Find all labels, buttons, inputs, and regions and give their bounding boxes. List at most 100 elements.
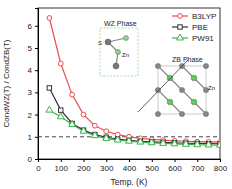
cell-outline	[100, 28, 138, 76]
plot: 0 100 200 300 400 500 600 700 800 0 1 2 3 4 5 6 WZ Phase…	[28, 8, 228, 173]
tick: 5	[28, 44, 38, 53]
y-axis-title: CondWZ(T) / CondZB(T)	[2, 39, 11, 127]
tick-label: 2	[28, 111, 33, 120]
atom	[167, 75, 173, 81]
tick: 2	[28, 111, 38, 120]
point	[80, 127, 87, 133]
legend-label: PBE	[192, 23, 208, 32]
chart: 0 100 200 300 400 500 600 700 800 0 1 2 3 4 5 6 WZ Phase…	[0, 0, 232, 189]
tick-mark	[35, 26, 38, 27]
legend-label: B3LYP	[192, 12, 216, 21]
point	[69, 121, 76, 127]
atom	[113, 63, 119, 69]
tick-label: 3	[28, 88, 33, 97]
tick: 500	[146, 159, 160, 173]
annotation: WZ Phase	[104, 20, 137, 27]
tick-mark	[35, 70, 38, 71]
legend: B3LYP PBE PW91	[172, 12, 216, 43]
point	[148, 139, 155, 145]
point	[91, 132, 98, 138]
point	[104, 129, 109, 134]
tick: 0	[36, 159, 41, 173]
tick-mark	[35, 115, 38, 116]
tick-label: 0	[28, 155, 33, 164]
point	[47, 86, 51, 90]
annotation: S	[98, 40, 102, 46]
point	[92, 123, 97, 128]
tick-label: 200	[77, 164, 91, 173]
point	[57, 113, 64, 119]
axis-line	[35, 9, 39, 160]
tick-mark	[35, 48, 38, 49]
point	[46, 106, 53, 112]
point	[58, 61, 63, 66]
tick: 3	[28, 88, 38, 97]
annotation: ZB Phase	[172, 56, 203, 63]
annotation: Zn	[122, 52, 129, 58]
point	[205, 141, 212, 147]
tick-mark	[175, 159, 176, 162]
tick: 700	[191, 159, 205, 173]
legend-marker	[178, 14, 183, 19]
legend-marker	[177, 34, 184, 40]
axis-line	[39, 160, 221, 163]
series-line	[49, 110, 220, 145]
tick-label: 600	[168, 164, 182, 173]
point	[182, 140, 189, 146]
tick: 6	[28, 22, 38, 31]
tick: 300	[100, 159, 114, 173]
point	[81, 112, 86, 117]
atom	[116, 50, 121, 55]
atom	[191, 99, 197, 105]
tick: 100	[55, 159, 69, 173]
tick-mark	[35, 137, 38, 138]
atom	[155, 111, 160, 116]
tick-mark	[106, 159, 107, 162]
tick-label: 100	[55, 164, 69, 173]
tick-mark	[35, 92, 38, 93]
tick: 400	[123, 159, 137, 173]
point	[126, 137, 133, 143]
tick: 1	[28, 133, 38, 142]
atom	[124, 36, 129, 41]
x-axis-title: Temp. (K)	[111, 177, 148, 187]
atom	[203, 63, 208, 68]
tick-label: 0	[36, 164, 41, 173]
tick-label: 4	[28, 66, 33, 75]
point	[114, 136, 121, 142]
point	[137, 138, 144, 144]
tick-label: 400	[123, 164, 137, 173]
tick: 200	[77, 159, 91, 173]
cell-outline	[158, 66, 206, 114]
tick-label: 6	[28, 22, 33, 31]
series-line	[49, 18, 220, 142]
plot-frame	[38, 8, 220, 159]
tick-mark	[84, 159, 85, 162]
point	[217, 141, 220, 147]
legend-marker	[178, 25, 182, 29]
x-axis: 0 100 200 300 400 500 600 700 800	[36, 159, 227, 173]
point	[171, 140, 178, 146]
legend-label: PW91	[192, 34, 214, 43]
y-axis: 0 1 2 3 4 5 6	[28, 9, 39, 165]
tick-mark	[61, 159, 62, 162]
tick-label: 5	[28, 44, 33, 53]
tick-mark	[220, 159, 221, 162]
point	[103, 135, 110, 141]
point	[194, 141, 201, 147]
tick-label: 300	[100, 164, 114, 173]
point	[47, 16, 52, 21]
tick-mark	[152, 159, 153, 162]
tick-label: 800	[214, 164, 228, 173]
tick: 0	[28, 155, 38, 164]
point	[59, 108, 63, 112]
pointer	[138, 60, 188, 112]
tick-label: 500	[146, 164, 160, 173]
series-line	[49, 88, 220, 144]
tick-mark	[129, 159, 130, 162]
tick-label: 700	[191, 164, 205, 173]
marks	[38, 16, 220, 148]
tick-mark	[197, 159, 198, 162]
atom	[167, 99, 173, 105]
annotation: Zn	[208, 85, 215, 91]
